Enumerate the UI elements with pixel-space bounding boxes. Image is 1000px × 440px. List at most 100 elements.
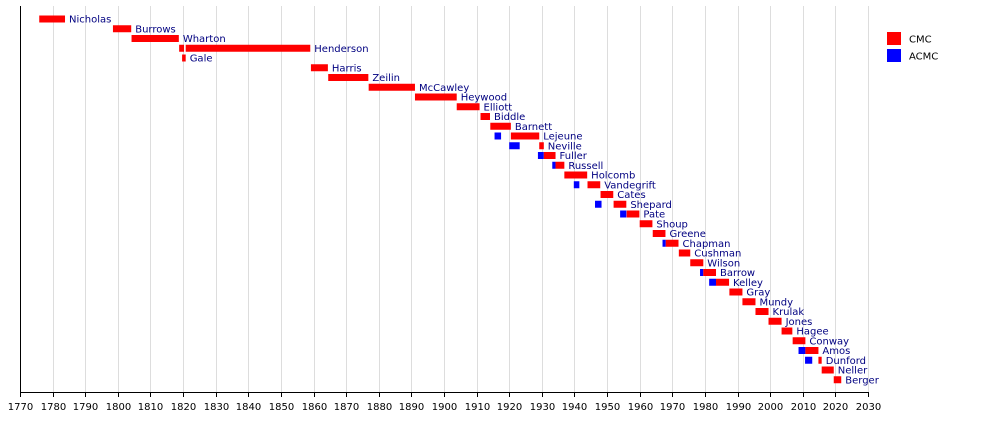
- cmc-term-bar: [690, 259, 704, 267]
- x-tick-label: 1830: [204, 402, 229, 413]
- cmc-term-bar: [626, 210, 640, 218]
- commandant-name-label: Pate: [643, 210, 665, 221]
- legend-label: CMC: [909, 35, 932, 46]
- x-tick-label: 2020: [823, 402, 848, 413]
- cmc-term-bar: [781, 327, 793, 335]
- cmc-term-bar: [555, 161, 565, 169]
- cmc-term-bar: [490, 122, 511, 130]
- commandant-name-label: Chapman: [683, 239, 731, 250]
- x-tick-label: 1960: [628, 402, 653, 413]
- x-axis: 1770 1780 1790 1800 1810 1820 1830 1840 1850 1860…: [8, 6, 881, 413]
- legend-swatch-cmc: [887, 32, 901, 45]
- commandant-name-label: Fuller: [560, 151, 588, 162]
- commandant-name-label: Krulak: [773, 307, 805, 318]
- commandant-name-label: Conway: [809, 336, 849, 347]
- acmc-term-bar: [494, 132, 502, 140]
- commandant-name-label: Vandegrift: [604, 180, 656, 191]
- cmc-term-bar: [805, 347, 819, 354]
- x-tick-label: 1790: [73, 402, 98, 413]
- cmc-term-bar: [665, 239, 679, 247]
- commandant-name-label: Hagee: [796, 327, 828, 338]
- x-tick-label: 1870: [334, 402, 359, 413]
- x-tick-label: 1890: [399, 402, 424, 413]
- x-tick-label: 1930: [530, 402, 555, 413]
- x-tick-label: 1840: [236, 402, 261, 413]
- gridlines: [53, 6, 869, 392]
- legend: CMC ACMC: [887, 32, 938, 63]
- commandant-name-label: Mundy: [759, 297, 793, 308]
- cmc-term-bar: [652, 230, 666, 237]
- name-labels: Nicholas Burrows Wharton Henderson Gale Harri…: [69, 15, 880, 387]
- x-tick-label: 1860: [302, 402, 327, 413]
- cmc-term-bar: [613, 200, 627, 208]
- cmc-term-bar: [678, 249, 691, 257]
- x-tick-label: 1950: [595, 402, 620, 413]
- x-tick-label: 1850: [269, 402, 294, 413]
- cmc-term-bar: [742, 298, 756, 306]
- cmc-term-bar: [39, 15, 66, 23]
- commandant-name-label: Gray: [746, 288, 770, 299]
- commandant-name-label: Greene: [669, 229, 705, 240]
- commandant-name-label: Shepard: [630, 200, 672, 211]
- cmc-term-bar: [716, 278, 730, 286]
- commandant-name-label: Nicholas: [69, 15, 111, 26]
- acmc-term-bar: [595, 200, 602, 208]
- x-tick-label: 1770: [8, 402, 33, 413]
- commandant-name-label: Harris: [332, 63, 362, 74]
- commandant-name-label: Neville: [548, 141, 582, 152]
- acmc-term-bar: [620, 210, 627, 218]
- cmc-term-bar: [310, 64, 328, 72]
- acmc-term-bar: [709, 278, 717, 286]
- commandant-name-label: Shoup: [656, 219, 688, 230]
- cmc-term-bar: [821, 366, 834, 374]
- x-tick-label: 1910: [465, 402, 490, 413]
- cmc-term-bar: [755, 308, 769, 315]
- commandant-name-label: Biddle: [494, 112, 525, 123]
- x-tick-label: 2010: [791, 402, 816, 413]
- acmc-term-bar: [805, 356, 813, 364]
- x-tick-label: 1780: [41, 402, 66, 413]
- commandant-name-label: Lejeune: [543, 132, 582, 143]
- commandant-name-label: Wilson: [707, 258, 740, 269]
- cmc-term-bar: [185, 44, 311, 52]
- x-tick-label: 1800: [106, 402, 131, 413]
- x-tick-label: 1900: [432, 402, 457, 413]
- commandant-name-label: McCawley: [419, 83, 469, 94]
- cmc-term-bar: [833, 376, 842, 384]
- commandant-name-label: Dunford: [826, 356, 866, 367]
- cmc-term-bar: [792, 337, 806, 345]
- cmc-term-bar: [182, 54, 186, 62]
- legend-swatch-acmc: [887, 49, 901, 62]
- cmc-term-bar: [539, 142, 544, 150]
- x-tick-label: 1970: [660, 402, 685, 413]
- x-tick-label: 1810: [138, 402, 163, 413]
- commandant-name-label: Gale: [190, 54, 213, 65]
- x-tick-label: 1880: [367, 402, 392, 413]
- cmc-term-bar: [368, 83, 415, 91]
- x-tick-label: 2030: [856, 402, 881, 413]
- cmc-term-bar: [639, 220, 653, 228]
- commandant-name-label: Barnett: [515, 122, 552, 133]
- commandant-name-label: Heywood: [461, 93, 507, 104]
- commandant-name-label: Cushman: [694, 249, 741, 260]
- cmc-term-bar: [480, 113, 490, 120]
- commandant-name-label: Cates: [617, 190, 645, 201]
- x-tick-label: 1820: [171, 402, 196, 413]
- commandant-name-label: Jones: [785, 317, 813, 328]
- commandant-name-label: Berger: [845, 375, 879, 386]
- cmc-term-bar: [600, 191, 614, 198]
- x-tick-label: 1990: [726, 402, 751, 413]
- x-tick-label: 1980: [693, 402, 718, 413]
- commandant-name-label: Elliott: [484, 102, 513, 113]
- acmc-term-bar: [798, 347, 806, 354]
- commandant-name-label: Burrows: [135, 24, 176, 35]
- acmc-term-bar: [700, 269, 704, 276]
- cmc-term-bar: [179, 44, 185, 52]
- cmc-term-bar: [587, 181, 601, 189]
- cmc-term-bar: [131, 35, 179, 42]
- commandant-name-label: Holcomb: [591, 171, 635, 182]
- cmc-term-bar: [818, 356, 822, 364]
- cmc-term-bar: [703, 269, 717, 276]
- acmc-term-bar: [537, 152, 544, 159]
- commandant-name-label: Amos: [822, 346, 850, 357]
